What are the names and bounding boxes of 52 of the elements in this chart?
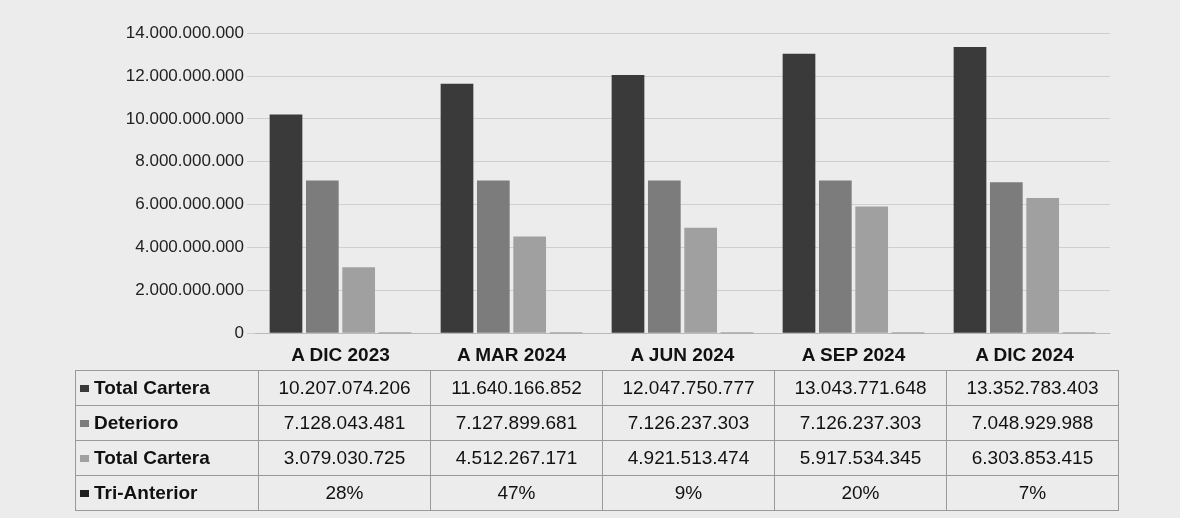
data-label: 6.303.853.415 xyxy=(946,440,1119,476)
bar xyxy=(269,114,303,333)
data-label: 7.126.237.303 xyxy=(774,405,947,441)
data-label: 28% xyxy=(258,475,431,511)
y-tick-label: 14.000.000.000 xyxy=(125,22,244,42)
y-tick-label: 4.000.000.000 xyxy=(135,237,244,257)
bar xyxy=(782,53,816,333)
y-tick-label: 8.000.000.000 xyxy=(135,151,244,171)
y-tick-label: 12.000.000.000 xyxy=(125,65,244,85)
data-label: 9% xyxy=(602,475,775,511)
bar xyxy=(989,182,1023,333)
legend-label: Deterioro xyxy=(75,405,259,441)
y-tick-label: 10.000.000.000 xyxy=(125,108,244,128)
data-label: 7.126.237.303 xyxy=(602,405,775,441)
data-label: 3.079.030.725 xyxy=(258,440,431,476)
y-tick-label: 6.000.000.000 xyxy=(135,194,244,214)
data-label: 10.207.074.206 xyxy=(258,370,431,406)
bar xyxy=(440,83,474,333)
data-label: 11.640.166.852 xyxy=(430,370,603,406)
data-label: 4.512.267.171 xyxy=(430,440,603,476)
y-tick-label: 0 xyxy=(234,322,244,342)
bar xyxy=(818,180,852,333)
bar xyxy=(611,75,645,333)
data-label: 13.352.783.403 xyxy=(946,370,1119,406)
data-label: 7.048.929.988 xyxy=(946,405,1119,441)
data-label: 47% xyxy=(430,475,603,511)
legend-label: Tri-Anterior xyxy=(75,475,259,511)
data-label: 7% xyxy=(946,475,1119,511)
bar xyxy=(513,236,547,333)
data-label: 5.917.534.345 xyxy=(774,440,947,476)
data-label: 20% xyxy=(774,475,947,511)
data-label: 12.047.750.777 xyxy=(602,370,775,406)
bar xyxy=(684,227,718,333)
bar xyxy=(476,180,510,333)
x-tick-label: A MAR 2024 xyxy=(456,343,567,365)
bar xyxy=(855,206,889,333)
bar xyxy=(342,267,376,333)
bar xyxy=(1026,198,1060,333)
legend-label: Total Cartera xyxy=(75,440,259,476)
y-tick-label: 2.000.000.000 xyxy=(135,280,244,300)
data-label: 7.128.043.481 xyxy=(258,405,431,441)
data-label: 4.921.513.474 xyxy=(602,440,775,476)
x-tick-label: A JUN 2024 xyxy=(630,343,735,365)
x-tick-label: A SEP 2024 xyxy=(801,343,906,365)
bar xyxy=(647,180,681,333)
data-label: 7.127.899.681 xyxy=(430,405,603,441)
bar xyxy=(305,180,339,333)
x-tick-label: A DIC 2023 xyxy=(291,343,390,365)
data-label: 13.043.771.648 xyxy=(774,370,947,406)
legend-label: Total Cartera xyxy=(75,370,259,406)
bar xyxy=(953,47,987,333)
x-tick-label: A DIC 2024 xyxy=(975,343,1075,365)
